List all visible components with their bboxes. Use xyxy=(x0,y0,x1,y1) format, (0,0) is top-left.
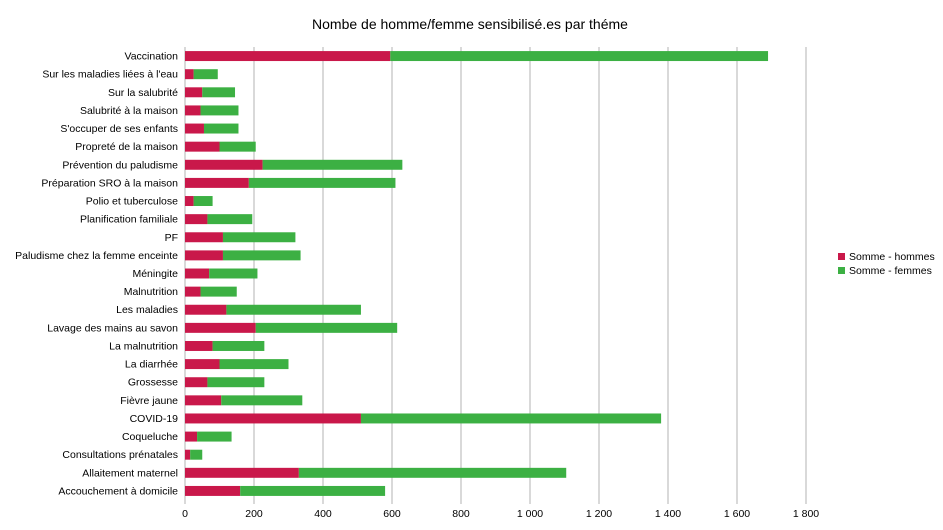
category-label: Paludisme chez la femme enceinte xyxy=(15,250,178,262)
bar-femmes xyxy=(262,159,403,170)
bar-hommes xyxy=(185,177,249,188)
x-tick-label: 400 xyxy=(314,508,332,520)
bar-hommes xyxy=(185,377,208,388)
bar-hommes xyxy=(185,340,213,351)
bar-femmes xyxy=(255,322,398,333)
category-label: Vaccination xyxy=(124,51,178,63)
bar-femmes xyxy=(219,141,256,152)
bar-femmes xyxy=(248,177,396,188)
bar-hommes xyxy=(185,105,201,116)
category-label: Accouchement à domicile xyxy=(58,485,178,497)
category-label: Coqueluche xyxy=(122,431,178,443)
bar-hommes xyxy=(185,467,299,478)
bar-femmes xyxy=(212,340,265,351)
bar-femmes xyxy=(360,413,662,424)
category-label: Consultations prénatales xyxy=(62,449,178,461)
bar-hommes xyxy=(185,268,210,279)
bar-femmes xyxy=(222,250,301,261)
category-label: Les maladies xyxy=(116,304,178,316)
bar-femmes xyxy=(190,449,203,460)
bar-hommes xyxy=(185,304,227,315)
bar-femmes xyxy=(219,359,289,370)
category-labels: Vaccination Sur les maladies liées à l'ea… xyxy=(15,51,178,498)
bar-hommes xyxy=(185,159,263,170)
bar-hommes xyxy=(185,69,194,80)
category-label: Planification familiale xyxy=(80,214,178,226)
bar-femmes xyxy=(390,51,769,62)
bar-femmes xyxy=(298,467,567,478)
legend-swatch xyxy=(838,253,845,260)
bar-femmes xyxy=(193,69,218,80)
bar-hommes xyxy=(185,196,194,207)
bar-femmes xyxy=(226,304,361,315)
bar-hommes xyxy=(185,87,203,98)
gridlines xyxy=(184,47,807,504)
category-label: Grossesse xyxy=(128,377,178,389)
category-label: Salubrité à la maison xyxy=(80,105,178,117)
category-label: Malnutrition xyxy=(124,286,178,298)
category-label: Lavage des mains au savon xyxy=(47,322,178,334)
bar-femmes xyxy=(209,268,258,279)
bar-femmes xyxy=(240,485,386,496)
bar-femmes xyxy=(197,431,232,442)
bar-hommes xyxy=(185,413,361,424)
bar-hommes xyxy=(185,359,220,370)
bar-femmes xyxy=(203,123,239,134)
category-label: Sur les maladies liées à l'eau xyxy=(42,69,178,81)
bar-hommes xyxy=(185,214,208,225)
category-label: La malnutrition xyxy=(109,340,178,352)
bar-femmes xyxy=(193,196,213,207)
bar-hommes xyxy=(185,123,204,134)
category-label: Sur la salubrité xyxy=(108,87,178,99)
bar-femmes xyxy=(200,105,239,116)
x-tick-label: 200 xyxy=(245,508,263,520)
bar-femmes xyxy=(221,395,303,406)
bar-femmes xyxy=(222,232,296,243)
chart-title: Nombe de homme/femme sensibilisé.es par … xyxy=(312,16,628,32)
legend-label: Somme - hommes xyxy=(849,251,935,263)
x-tick-label: 0 xyxy=(182,508,188,520)
x-tick-label: 1 400 xyxy=(655,508,681,520)
bar-hommes xyxy=(185,485,241,496)
x-axis-ticks: 0 200 400 600 800 1 000 1 200 1 400 1 600 1 800 xyxy=(182,508,819,520)
bars xyxy=(185,51,769,496)
category-label: S'occuper de ses enfants xyxy=(60,123,178,135)
category-label: Polio et tuberculose xyxy=(86,196,178,208)
category-label: Prévention du paludisme xyxy=(62,159,178,171)
bar-hommes xyxy=(185,431,198,442)
bar-hommes xyxy=(185,286,201,297)
bar-hommes xyxy=(185,141,220,152)
legend-swatch xyxy=(838,267,845,274)
x-tick-label: 1 600 xyxy=(724,508,750,520)
bar-hommes xyxy=(185,232,223,243)
bar-hommes xyxy=(185,322,256,333)
category-label: PF xyxy=(165,232,178,244)
legend-label: Somme - femmes xyxy=(849,265,932,277)
category-label: COVID-19 xyxy=(130,413,179,425)
bar-hommes xyxy=(185,449,191,460)
x-tick-label: 1 200 xyxy=(586,508,612,520)
bar-femmes xyxy=(200,286,237,297)
bar-femmes xyxy=(202,87,236,98)
x-tick-label: 600 xyxy=(383,508,401,520)
category-label: La diarrhée xyxy=(125,359,178,371)
bar-femmes xyxy=(207,214,253,225)
x-tick-label: 800 xyxy=(452,508,470,520)
category-label: Allaitement maternel xyxy=(82,467,178,479)
category-label: Fièvre jaune xyxy=(120,395,178,407)
bar-hommes xyxy=(185,51,391,62)
category-label: Propreté de la maison xyxy=(75,141,178,153)
bar-hommes xyxy=(185,250,223,261)
bar-hommes xyxy=(185,395,222,406)
x-tick-label: 1 000 xyxy=(517,508,543,520)
category-label: Préparation SRO à la maison xyxy=(41,177,178,189)
legend: Somme - hommes Somme - femmes xyxy=(838,251,935,277)
bar-femmes xyxy=(207,377,265,388)
x-tick-label: 1 800 xyxy=(793,508,819,520)
category-label: Méningite xyxy=(132,268,178,280)
